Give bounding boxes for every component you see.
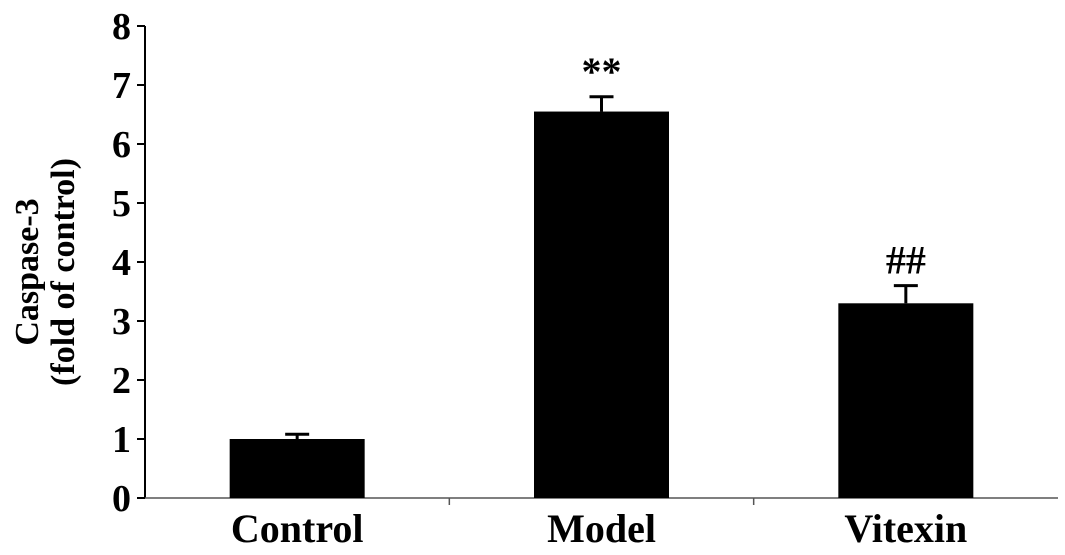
y-tick-label: 3: [112, 301, 131, 343]
bar-vitexin: [838, 303, 974, 498]
bar-control: [229, 439, 365, 498]
y-axis-label-line: (fold of control): [45, 158, 82, 386]
x-tick-label: Model: [547, 506, 656, 550]
y-tick-label: 1: [112, 419, 131, 461]
bars: ** ##: [229, 49, 974, 499]
x-tick-label: Control: [231, 506, 364, 550]
significance-marker: ##: [886, 238, 926, 283]
y-tick-label: 8: [112, 6, 131, 48]
y-tick-label: 4: [112, 242, 131, 284]
significance-marker: **: [582, 49, 622, 94]
y-tick-label: 5: [112, 183, 131, 225]
y-tick-label: 2: [112, 360, 131, 402]
y-tick-label: 7: [112, 65, 131, 107]
y-axis-label: Caspase-3 (fold of control): [9, 158, 82, 386]
x-tick-labels: Control Model Vitexin: [231, 506, 967, 551]
y-tick-label: 6: [112, 124, 131, 166]
x-tick-label: Vitexin: [844, 506, 967, 550]
y-tick-label: 0: [112, 478, 131, 520]
y-axis-label-line: Caspase-3: [9, 198, 46, 345]
y-ticks: 0 1 2 3 4 5 6 7 8: [112, 6, 145, 520]
bar-model: [534, 111, 669, 499]
